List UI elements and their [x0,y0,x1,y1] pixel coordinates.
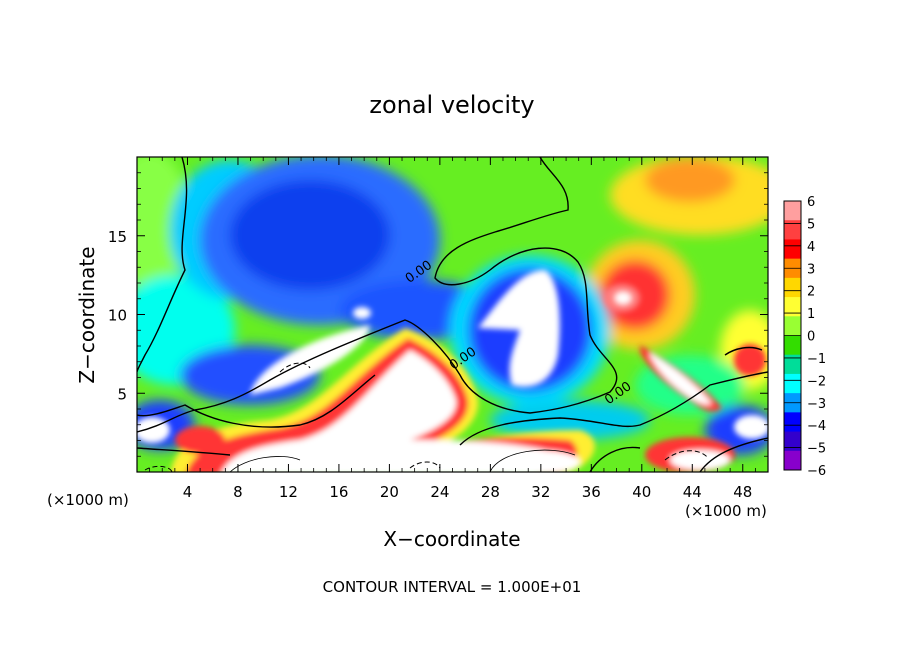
colorbar-swatch [784,431,801,452]
x-tick-label: 44 [683,483,702,501]
colorbar-label: 5 [807,217,815,232]
colorbar-label: −3 [807,397,826,412]
positive-ribbon-core [650,352,712,405]
contour-line [459,371,768,446]
chart-title: zonal velocity [369,91,534,119]
colorbar-label: 6 [807,195,815,210]
x-tick-label: 8 [233,483,243,501]
contour-line [699,437,768,472]
negative-core-small [353,307,371,319]
y-tick-label: 15 [108,228,127,246]
x-unit-right: (×1000 m) [685,502,767,520]
x-tick-label: 20 [380,483,399,501]
x-tick-label: 12 [279,483,298,501]
colorbar-swatch [784,412,801,433]
negative-core-center [478,270,560,387]
positive-spot [734,344,766,376]
positive-spot [175,426,225,454]
colorbar-label: −5 [807,442,826,457]
x-tick-label: 16 [329,483,348,501]
contour-line [589,446,641,472]
colorbar-swatch [784,450,801,471]
field-blob [490,400,650,440]
contour-line [137,447,231,456]
x-tick-label: 4 [183,483,193,501]
colorbar-swatch [784,335,801,356]
contour-thin [229,456,301,472]
contour-dashed [409,461,441,469]
positive-spot [670,450,730,470]
contour-thin [489,449,576,472]
field-blob [230,180,390,290]
negative-core-edge [137,417,170,443]
contour-dashed [664,450,709,461]
x-tick-label: 28 [481,483,500,501]
thin-contours [229,449,576,472]
colorbar-label: 3 [807,262,815,277]
y-tick-label: 10 [108,307,127,325]
contour-line [137,374,376,428]
y-axis: 5 10 15 [108,172,768,457]
colorbar-label: −6 [807,464,826,479]
colorbar-swatch [784,277,801,298]
contour-line [724,346,763,356]
dashed-contours [144,362,709,472]
x-axis-label: X−coordinate [383,527,520,551]
y-axis-label: Z−coordinate [75,246,99,383]
contour-dashed [279,362,311,373]
colorbar-label: −4 [807,419,826,434]
positive-core-upper-right [615,292,631,304]
colorbar-label: −2 [807,374,826,389]
field-blob [645,158,735,202]
x-tick-label: 36 [582,483,601,501]
negative-core-bottom [490,450,580,472]
x-tick-label: 32 [531,483,550,501]
colorbar-swatch [784,373,801,394]
colorbar-label: 1 [807,307,815,322]
x-unit-left: (×1000 m) [47,491,129,509]
colorbar-label: 0 [807,330,815,345]
contour-dashed [144,465,173,472]
contour-line [137,157,618,433]
x-tick-label: 40 [632,483,651,501]
colorbar-label: −1 [807,352,826,367]
negative-core-edge [734,415,768,439]
contour-interval-footer: CONTOUR INTERVAL = 1.000E+01 [323,578,582,596]
colorbar-swatch [784,220,801,240]
colorbar: 6 5 4 3 2 1 0 −1 −2 −3 −4 −5 −6 [783,195,826,479]
colorbar-label: 4 [807,240,815,255]
colorbar-swatch [784,297,801,317]
colorbar-label: 2 [807,285,815,300]
zero-contours [137,157,768,472]
contour-line [137,157,188,373]
y-tick-label: 5 [117,385,127,403]
colorbar-swatch [784,354,801,375]
x-tick-label: 24 [430,483,449,501]
positive-band-core [221,350,550,472]
x-tick-label: 48 [733,483,752,501]
colorbar-swatch [784,201,801,221]
colorbar-swatch [784,316,801,336]
heatmap-field [137,157,768,472]
x-axis: 4 8 12 16 20 24 28 32 36 40 44 48 [149,157,756,501]
colorbar-swatch [784,239,801,260]
